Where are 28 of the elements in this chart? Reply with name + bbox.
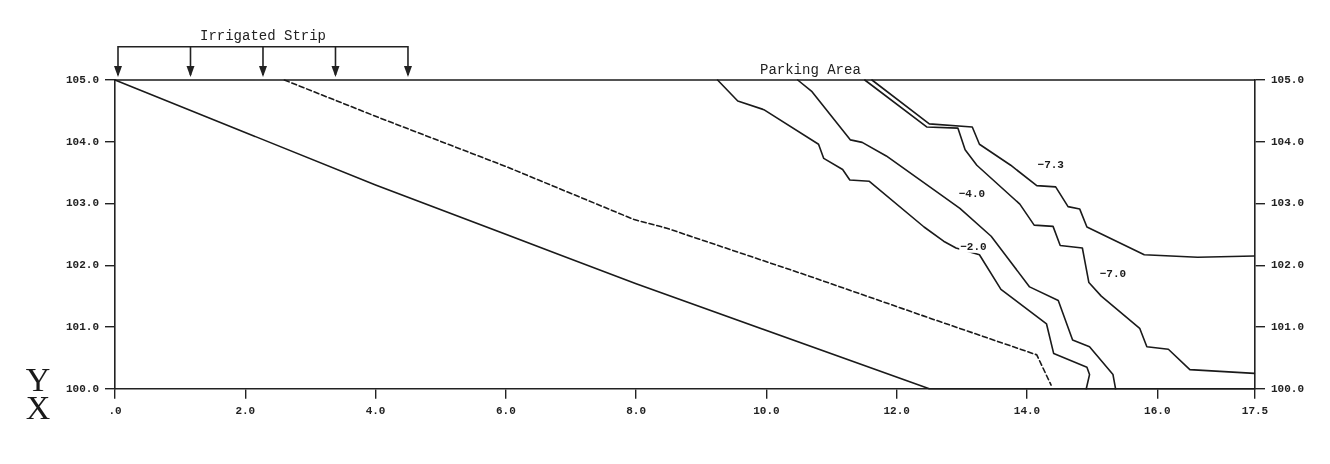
series-label: −7.0 (1099, 268, 1127, 281)
x-tick-label: 6.0 (495, 405, 516, 418)
text: Parking Area (759, 61, 861, 78)
x-tick-label: 16.0 (1144, 405, 1171, 418)
x-tick-label: 4.0 (365, 405, 386, 418)
y-tick-label: 103.0 (65, 197, 100, 210)
y-tick-label: 101.0 (65, 320, 100, 333)
y2-tick-label: 100.0 (1270, 382, 1305, 395)
x-tick-label: 8.0 (626, 405, 647, 418)
y-tick-label: 100.0 (65, 382, 100, 395)
y2-tick-label: 102.0 (1270, 259, 1305, 272)
text: Irrigated Strip (199, 27, 327, 44)
x-tick-label: 14.0 (1013, 405, 1041, 418)
x-tick-label: .0 (108, 405, 122, 418)
series-label: −2.0 (960, 240, 987, 253)
y-tick-label: 105.0 (65, 73, 100, 86)
y2-tick-label: 101.0 (1270, 320, 1305, 333)
y-tick-label: 104.0 (65, 135, 100, 148)
series-label: −4.0 (958, 188, 986, 201)
x-tick-label: 17.5 (1241, 405, 1269, 418)
series-label: −7.3 (1037, 159, 1065, 172)
x-tick-label: 2.0 (235, 405, 256, 418)
y-tick-label: 102.0 (65, 259, 100, 272)
y2-tick-label: 105.0 (1270, 73, 1305, 86)
x-tick-label: 10.0 (753, 405, 780, 418)
x-tick-label: 12.0 (883, 405, 910, 418)
y2-tick-label: 103.0 (1270, 197, 1305, 210)
y2-tick-label: 104.0 (1270, 135, 1305, 148)
